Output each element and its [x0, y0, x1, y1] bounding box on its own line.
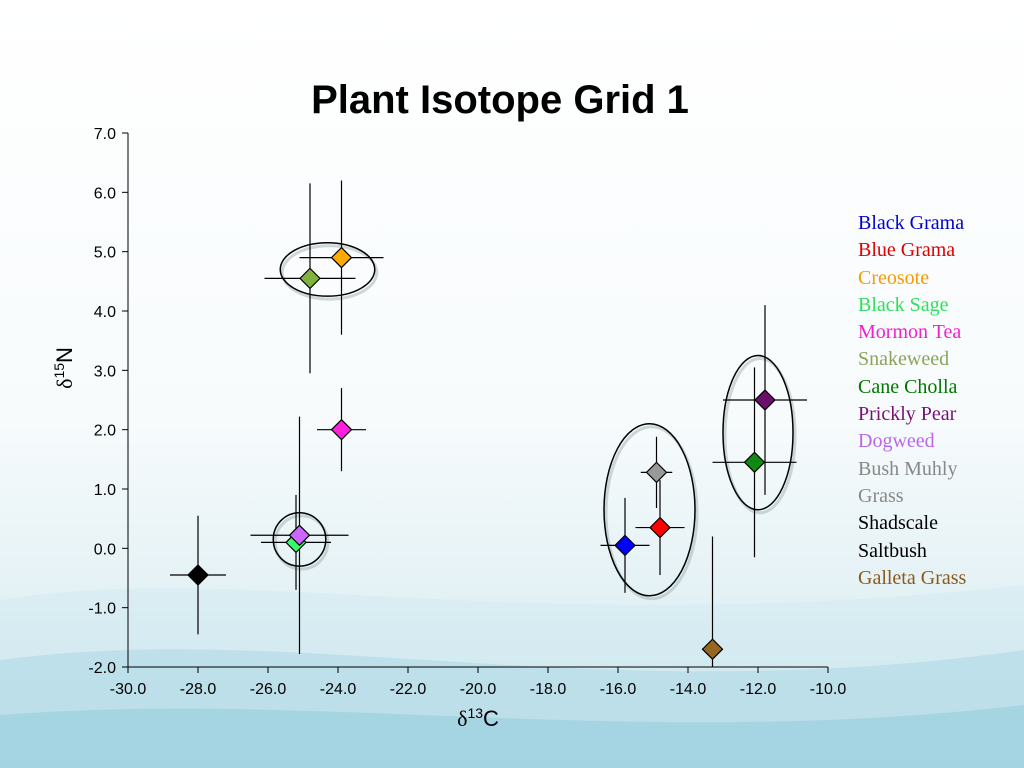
- x-tick-label: -22.0: [390, 681, 427, 698]
- x-tick-label: -20.0: [460, 681, 497, 698]
- legend-item-mormon-tea: Mormon Tea: [858, 321, 962, 344]
- cactus-cluster: [722, 354, 794, 511]
- cluster-ellipses: [272, 242, 797, 601]
- shadscale-point: [187, 564, 209, 586]
- x-tick-label: -28.0: [180, 681, 217, 698]
- legend-item-snakeweed: Snakeweed: [858, 348, 950, 371]
- y-tick-label: -2.0: [88, 660, 116, 677]
- legend-item-galleta-grass: Galleta Grass: [858, 566, 967, 589]
- legend-item-bush-muhly: Bush Muhly: [858, 457, 958, 480]
- y-tick-label: 4.0: [94, 304, 116, 321]
- cane-cholla-point: [743, 451, 766, 474]
- legend-item-black-sage: Black Sage: [858, 293, 949, 316]
- x-tick-label: -18.0: [530, 681, 567, 698]
- legend-item-creosote: Creosote: [858, 266, 930, 289]
- dogweed-point: [288, 524, 311, 547]
- prickly-pear-point: [754, 389, 776, 411]
- creosote-point: [330, 246, 353, 269]
- x-tick-label: -10.0: [810, 681, 847, 698]
- x-tick-label: -30.0: [110, 681, 147, 698]
- y-tick-label: -1.0: [88, 601, 116, 618]
- legend-item-grass: Grass: [858, 484, 904, 507]
- cactus-cluster-shadow: [723, 357, 797, 515]
- x-tick-label: -12.0: [740, 681, 777, 698]
- y-tick-label: 6.0: [94, 185, 116, 202]
- grama-muhly-cluster-shadow: [604, 425, 699, 601]
- y-tick-label: 0.0: [94, 541, 116, 558]
- bush-muhly-point: [645, 461, 668, 484]
- x-axis-label: δ13C: [457, 705, 499, 731]
- error-bars: [170, 180, 807, 667]
- x-tick-label: -16.0: [600, 681, 637, 698]
- legend-item-cane-cholla: Cane Cholla: [858, 375, 958, 398]
- y-tick-label: 2.0: [94, 423, 116, 440]
- creosote-snakeweed-cluster-shadow: [280, 244, 379, 301]
- x-tick-label: -24.0: [320, 681, 357, 698]
- galleta-grass-point: [701, 638, 724, 661]
- axes: -30.0 -28.0 -26.0 -24.0 -22.0 -20.0 -18.0 -16.0…: [88, 126, 846, 698]
- y-tick-label: 3.0: [94, 363, 116, 380]
- legend-item-black-grama: Black Grama: [858, 212, 965, 234]
- black-grama-point: [614, 534, 636, 557]
- creosote-snakeweed-cluster: [279, 242, 376, 297]
- legend-item-dogweed: Dogweed: [858, 430, 935, 453]
- y-tick-label: 7.0: [94, 126, 116, 143]
- x-tick-label: -14.0: [670, 681, 707, 698]
- snakeweed-point: [299, 267, 321, 290]
- legend-item-prickly-pear: Prickly Pear: [858, 403, 957, 426]
- legend-item-shadscale: Shadscale: [858, 512, 938, 535]
- chart-title: Plant Isotope Grid 1: [311, 78, 689, 122]
- y-axis-label: δ15N: [51, 347, 77, 389]
- mormon-tea-point: [330, 418, 353, 441]
- y-tick-label: 1.0: [94, 482, 116, 499]
- x-tick-label: -26.0: [250, 681, 287, 698]
- legend-item-saltbush: Saltbush: [858, 539, 927, 562]
- data-markers: [187, 246, 776, 661]
- legend: Black Grama Blue Grama Creosote Black Sage M…: [858, 210, 966, 592]
- legend-item-blue-grama: Blue Grama: [858, 239, 956, 262]
- grama-muhly-cluster: [603, 422, 696, 597]
- y-tick-label: 5.0: [94, 245, 116, 262]
- blue-grama-point: [649, 516, 671, 539]
